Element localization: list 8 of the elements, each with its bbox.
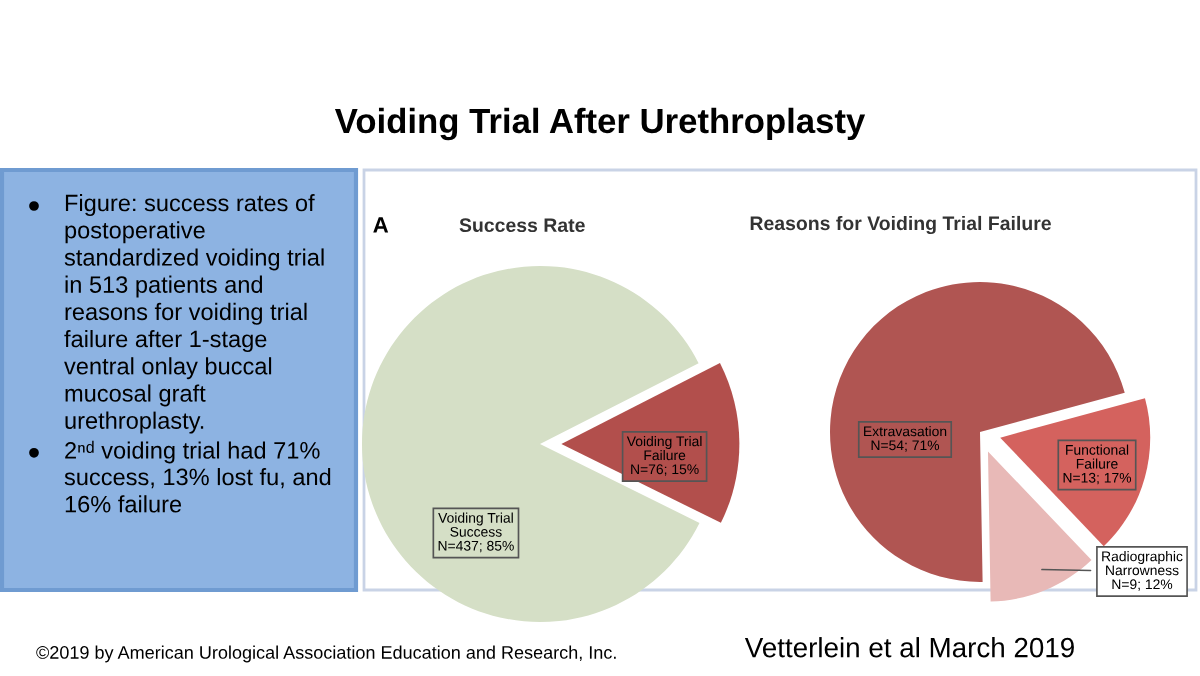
text: Vetterlein et al March 2019 (744, 637, 1074, 658)
text: A (373, 217, 389, 233)
text: Voiding Trial After Urethroplasty (334, 107, 866, 141)
text: ©2019 by American Urological Association Education and Research, Inc. (36, 645, 616, 663)
chart-title: Success Rate (459, 218, 585, 233)
text: Figure: success rates of postoperative standardized voiding trial in 513 patients and reasons for voiding trial failure after 1-stage ventral onlay buccal mucosal graft urethroplasty. (64, 194, 324, 434)
chart-title: Reasons for Voiding Trial Failure (750, 215, 1051, 235)
text: 2ⁿᵈ voiding trial had 71% success, 13% lost fu, and 16% failure (64, 440, 331, 513)
